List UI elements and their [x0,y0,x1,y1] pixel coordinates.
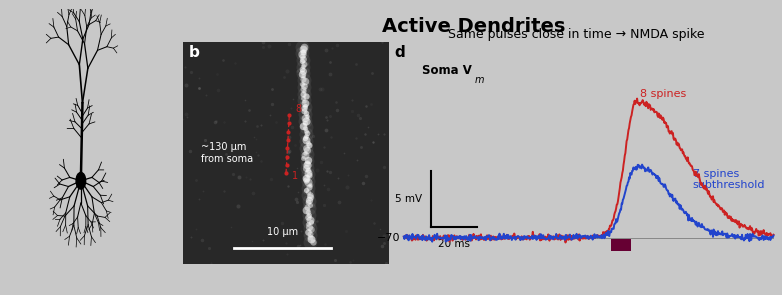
Text: ~130 µm
from soma: ~130 µm from soma [201,142,253,164]
Text: 5 mV: 5 mV [395,194,422,204]
Text: b: b [188,45,199,60]
Text: 10 µm: 10 µm [267,227,298,237]
Text: 8: 8 [296,104,302,114]
Text: Active Dendrites: Active Dendrites [382,17,565,36]
Text: Soma V: Soma V [422,64,472,77]
Text: Same pulses close in time → NMDA spike: Same pulses close in time → NMDA spike [448,28,705,41]
Text: −70: −70 [377,233,401,242]
Bar [611,239,631,251]
Text: 20 ms: 20 ms [438,239,470,249]
Text: $m$: $m$ [474,76,484,85]
Text: 1: 1 [292,171,298,181]
Text: 7 spines
subthreshold: 7 spines subthreshold [693,169,765,190]
Text: d: d [395,45,405,60]
Text: 8 spines: 8 spines [640,89,686,99]
Circle shape [76,173,86,189]
Bar [183,42,389,264]
